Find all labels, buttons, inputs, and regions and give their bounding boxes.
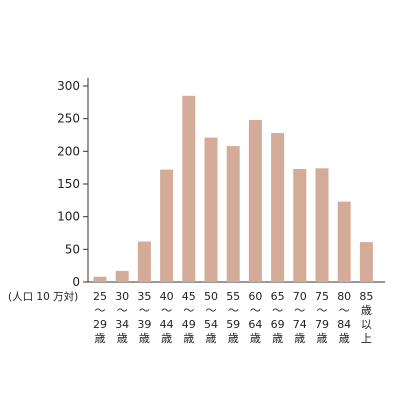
y-tick-label: 100 bbox=[57, 210, 80, 224]
y-unit-label: (人口 10 万対) bbox=[8, 290, 78, 303]
y-tick-label: 250 bbox=[57, 112, 80, 126]
x-category-label: 75 bbox=[315, 290, 329, 303]
x-category-label: 69 bbox=[271, 318, 285, 331]
y-tick-label: 300 bbox=[57, 79, 80, 93]
x-category-label: 80 bbox=[337, 290, 351, 303]
x-category-label: ～ bbox=[250, 304, 261, 317]
bar bbox=[160, 169, 174, 282]
x-category-label: 65 bbox=[271, 290, 285, 303]
x-category-label: ～ bbox=[294, 304, 305, 317]
x-category-label: 歳 bbox=[361, 304, 372, 317]
y-ticks: 0 50 100 150 200 250 300 bbox=[57, 79, 88, 289]
x-category-label: 60 bbox=[248, 290, 262, 303]
y-tick-label: 150 bbox=[57, 177, 80, 191]
x-category-label: 30 bbox=[115, 290, 129, 303]
y-tick-label: 0 bbox=[72, 275, 80, 289]
x-category-label: 74 bbox=[293, 318, 307, 331]
x-category-label: 40 bbox=[160, 290, 174, 303]
x-category-label: 歳 bbox=[250, 332, 261, 345]
bar bbox=[315, 168, 329, 282]
y-tick-label: 50 bbox=[65, 242, 80, 256]
y-tick-label: 200 bbox=[57, 144, 80, 158]
x-category-labels: 25～29歳30～34歳35～39歳40～44歳45～49歳50～54歳55～5… bbox=[93, 290, 373, 345]
x-category-label: 85 bbox=[359, 290, 373, 303]
x-category-label: 歳 bbox=[317, 332, 328, 345]
bar bbox=[248, 119, 262, 283]
x-category-label: 29 bbox=[93, 318, 107, 331]
x-category-label: 59 bbox=[226, 318, 240, 331]
x-category-label: 歳 bbox=[117, 332, 128, 345]
bar bbox=[271, 133, 285, 282]
x-category-label: ～ bbox=[228, 304, 239, 317]
x-category-label: 34 bbox=[115, 318, 129, 331]
x-category-label: ～ bbox=[272, 304, 283, 317]
x-category-label: ～ bbox=[206, 304, 217, 317]
x-category-label: 歳 bbox=[183, 332, 194, 345]
x-category-label: 45 bbox=[182, 290, 196, 303]
bar bbox=[337, 201, 351, 282]
bar bbox=[226, 146, 240, 282]
x-category-label: 歳 bbox=[272, 332, 283, 345]
x-category-label: 上 bbox=[361, 332, 372, 345]
x-category-label: 39 bbox=[137, 318, 151, 331]
x-category-label: 歳 bbox=[294, 332, 305, 345]
bar bbox=[93, 276, 107, 282]
x-category-label: ～ bbox=[161, 304, 172, 317]
x-category-label: 35 bbox=[137, 290, 151, 303]
x-category-label: 54 bbox=[204, 318, 218, 331]
bar bbox=[293, 168, 307, 282]
x-category-label: 49 bbox=[182, 318, 196, 331]
x-category-label: ～ bbox=[317, 304, 328, 317]
x-category-label: 25 bbox=[93, 290, 107, 303]
x-category-label: 70 bbox=[293, 290, 307, 303]
x-category-label: 64 bbox=[248, 318, 262, 331]
x-category-label: 歳 bbox=[339, 332, 350, 345]
bar bbox=[359, 242, 373, 282]
x-category-label: 歳 bbox=[95, 332, 106, 345]
x-category-label: 55 bbox=[226, 290, 240, 303]
x-category-label: 84 bbox=[337, 318, 351, 331]
x-category-label: ～ bbox=[95, 304, 106, 317]
bar bbox=[182, 95, 196, 282]
x-category-label: 79 bbox=[315, 318, 329, 331]
x-category-label: 歳 bbox=[161, 332, 172, 345]
bar bbox=[115, 270, 129, 282]
x-category-label: ～ bbox=[139, 304, 150, 317]
x-category-label: 歳 bbox=[228, 332, 239, 345]
x-category-label: 44 bbox=[160, 318, 174, 331]
bar bbox=[204, 137, 218, 282]
x-category-label: 歳 bbox=[139, 332, 150, 345]
x-category-label: ～ bbox=[183, 304, 194, 317]
x-category-label: 以 bbox=[361, 318, 372, 331]
x-category-label: ～ bbox=[339, 304, 350, 317]
x-category-label: 歳 bbox=[206, 332, 217, 345]
bars bbox=[93, 95, 373, 283]
bar bbox=[137, 241, 151, 282]
x-category-label: ～ bbox=[117, 304, 128, 317]
x-category-label: 50 bbox=[204, 290, 218, 303]
